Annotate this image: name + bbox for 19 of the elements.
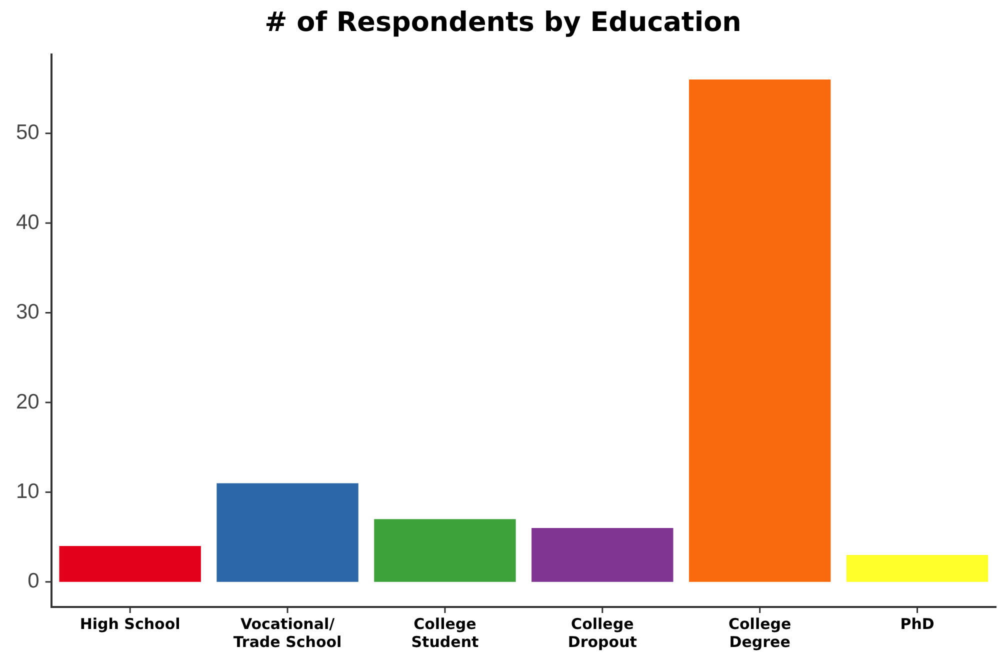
bar	[532, 528, 674, 582]
y-tick-label: 30	[16, 300, 40, 324]
x-tick-label: PhD	[900, 614, 934, 633]
x-tick-label: College Student	[411, 614, 479, 651]
bar	[59, 546, 201, 582]
x-tick-label: Vocational/ Trade School	[233, 614, 342, 651]
x-tick-label: College Degree	[728, 614, 792, 651]
y-tick-label: 0	[28, 570, 40, 593]
bar	[216, 483, 358, 582]
bar	[846, 554, 988, 582]
bar	[374, 519, 516, 582]
x-tick-label: High School	[80, 614, 180, 633]
y-tick-label: 40	[16, 210, 40, 234]
bar	[688, 80, 831, 582]
x-tick-label: College Dropout	[568, 614, 637, 651]
y-tick-label: 10	[16, 480, 40, 503]
chart-title: # of Respondents by Education	[264, 7, 742, 38]
y-tick-label: 20	[16, 390, 40, 414]
y-tick-label: 50	[16, 121, 40, 144]
